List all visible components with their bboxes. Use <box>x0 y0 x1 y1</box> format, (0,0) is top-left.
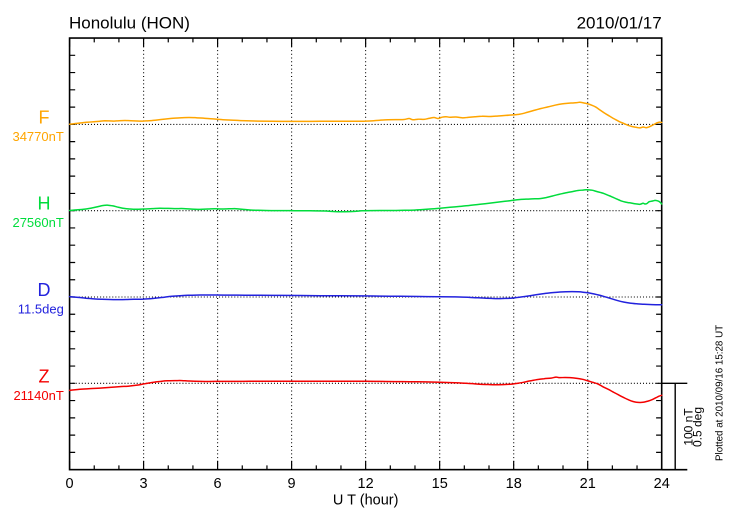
svg-text:12: 12 <box>358 476 374 492</box>
svg-text:Z: Z <box>39 366 50 386</box>
svg-text:9: 9 <box>288 476 296 492</box>
svg-text:Honolulu (HON): Honolulu (HON) <box>69 14 190 33</box>
svg-text:100 nT: 100 nT <box>681 408 695 446</box>
svg-text:U T (hour): U T (hour) <box>333 492 399 508</box>
svg-text:21140nT: 21140nT <box>13 388 63 403</box>
svg-text:3: 3 <box>140 476 148 492</box>
svg-text:F: F <box>39 107 50 127</box>
svg-text:0.5 deg: 0.5 deg <box>691 407 705 447</box>
svg-text:D: D <box>38 280 51 300</box>
svg-text:H: H <box>38 194 51 214</box>
svg-text:24: 24 <box>654 476 670 492</box>
svg-text:6: 6 <box>214 476 222 492</box>
svg-text:21: 21 <box>580 476 596 492</box>
svg-text:15: 15 <box>432 476 448 492</box>
svg-text:34770nT: 34770nT <box>12 129 63 144</box>
svg-text:18: 18 <box>506 476 522 492</box>
svg-text:0: 0 <box>66 476 74 492</box>
svg-text:2010/01/17: 2010/01/17 <box>577 14 662 33</box>
svg-text:11.5deg: 11.5deg <box>18 302 64 317</box>
svg-text:27560nT: 27560nT <box>12 215 63 230</box>
svg-text:Plotted at 2010/09/16 15:28 UT: Plotted at 2010/09/16 15:28 UT <box>715 325 726 461</box>
